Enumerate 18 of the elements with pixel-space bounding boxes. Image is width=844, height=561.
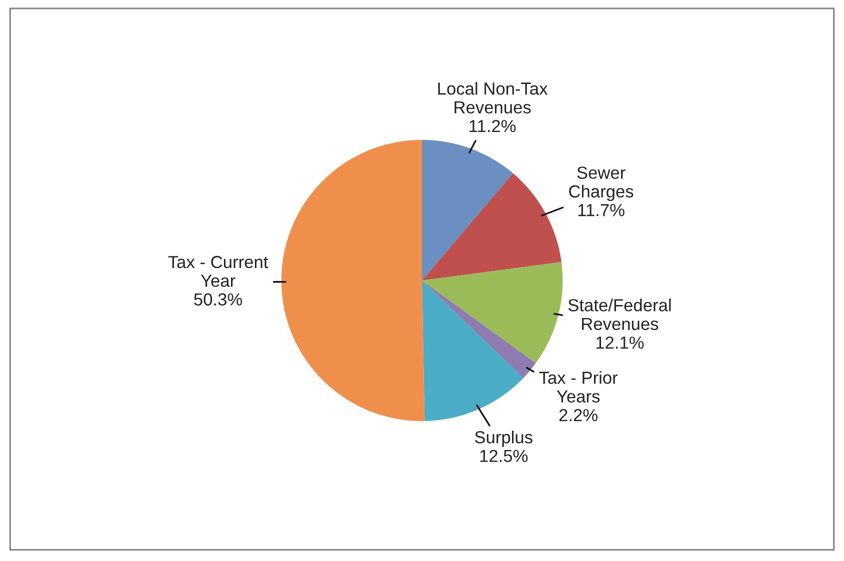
pie-slice (422, 262, 563, 364)
slice-label: State/Federal Revenues (568, 298, 671, 330)
pie-slice (281, 140, 425, 422)
data-label: 11.7% (578, 204, 624, 216)
data-label: 2.2% (559, 409, 598, 422)
slice-label: Surplus (474, 430, 532, 447)
slice-label: Tax - Current Year (168, 256, 268, 287)
data-label: 12.5% (480, 450, 528, 462)
pie-slice (422, 280, 536, 378)
slice-label: Sewer Charges (569, 166, 634, 201)
slice-label: Tax - Prior Years (539, 371, 618, 403)
data-label: 11.2% (470, 120, 516, 132)
slice-label: Local Non-Tax Revenues (438, 82, 548, 114)
data-label: 50.3% (194, 293, 242, 306)
pie-slice (422, 280, 524, 422)
pie-slice (422, 173, 562, 280)
data-label: 12.1% (596, 336, 644, 349)
pie-slice (422, 140, 514, 280)
